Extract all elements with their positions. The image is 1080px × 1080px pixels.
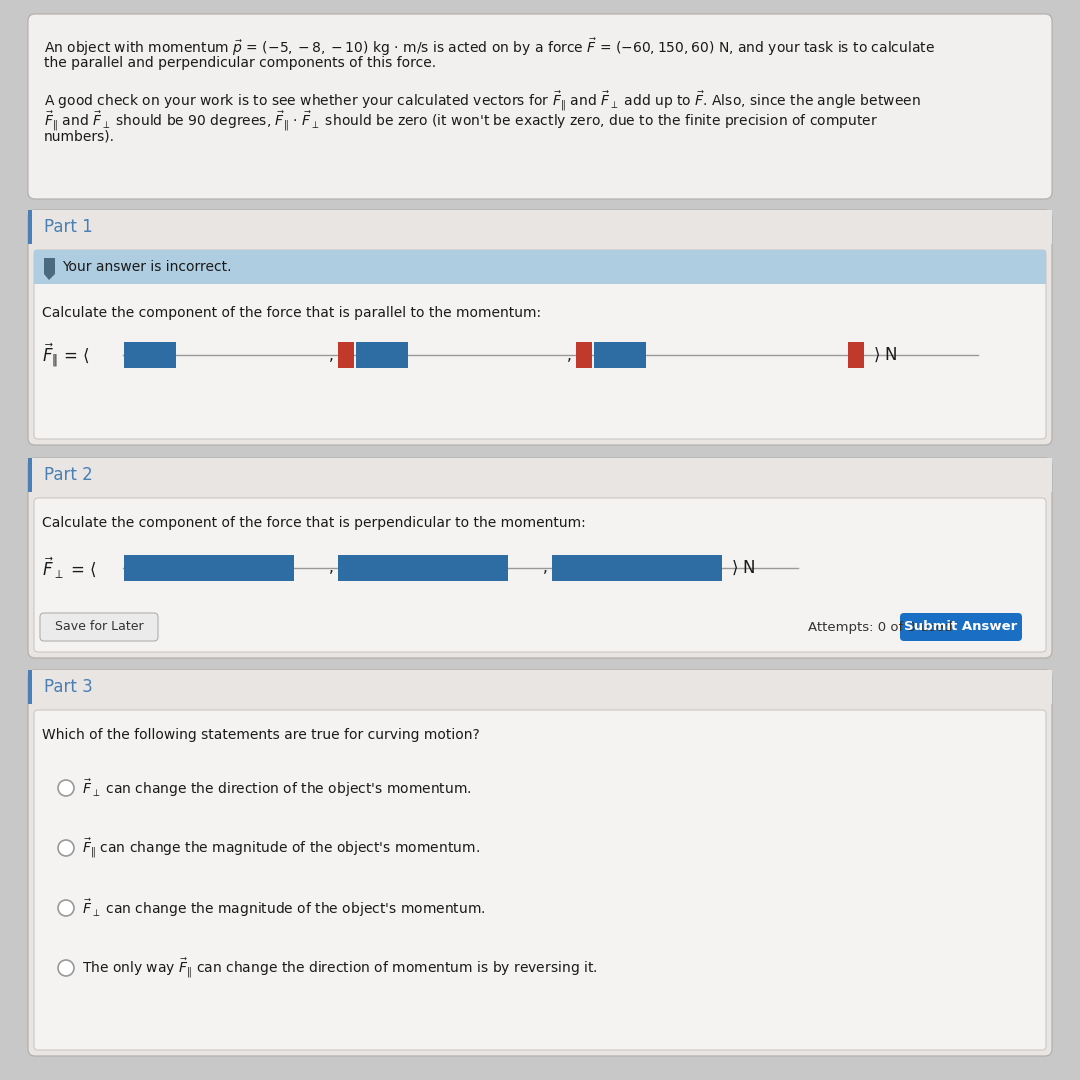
Bar	[594, 342, 646, 368]
Bar	[124, 555, 294, 581]
FancyBboxPatch shape	[33, 710, 1047, 1050]
Text: $\vec{F}_{\perp}$ can change the direction of the object's momentum.: $\vec{F}_{\perp}$ can change the directi…	[82, 778, 472, 799]
Text: A good check on your work is to see whether your calculated vectors for $\vec{F}: A good check on your work is to see whet…	[44, 90, 921, 113]
Bar	[28, 458, 32, 492]
Text: Part 3: Part 3	[44, 678, 93, 696]
Text: Part 2: Part 2	[44, 465, 93, 484]
Bar	[124, 342, 176, 368]
Circle shape	[58, 840, 75, 856]
Text: $\vec{F}_{\perp}$ = $\langle$: $\vec{F}_{\perp}$ = $\langle$	[42, 555, 96, 581]
Bar	[28, 210, 32, 244]
Text: $\vec{F}_{\|}$ can change the magnitude of the object's momentum.: $\vec{F}_{\|}$ can change the magnitude …	[82, 836, 480, 860]
Text: $\rangle$ N: $\rangle$ N	[873, 346, 897, 364]
FancyBboxPatch shape	[33, 498, 1047, 652]
Text: Calculate the component of the force that is perpendicular to the momentum:: Calculate the component of the force tha…	[42, 516, 585, 530]
Text: Your answer is incorrect.: Your answer is incorrect.	[62, 260, 231, 274]
Text: Part 1: Part 1	[44, 218, 93, 237]
Text: An object with momentum $\vec{p}$ = $(-5, -8, -10)$ kg $\cdot$ m/s is acted on b: An object with momentum $\vec{p}$ = $(-5…	[44, 36, 935, 57]
Text: numbers).: numbers).	[44, 130, 114, 144]
Bar	[28, 670, 32, 704]
Text: Save for Later: Save for Later	[55, 621, 144, 634]
Text: Submit Answer: Submit Answer	[904, 621, 1017, 634]
Text: The only way $\vec{F}_{\|}$ can change the direction of momentum is by reversing: The only way $\vec{F}_{\|}$ can change t…	[82, 957, 597, 980]
FancyBboxPatch shape	[28, 14, 1052, 199]
Text: Attempts: 0 of 3 used: Attempts: 0 of 3 used	[808, 621, 953, 634]
Text: ,: ,	[542, 561, 548, 576]
Bar	[28, 670, 1052, 704]
Circle shape	[58, 780, 75, 796]
FancyBboxPatch shape	[28, 458, 1052, 658]
Text: ,: ,	[328, 348, 334, 363]
Text: ,: ,	[567, 348, 571, 363]
Circle shape	[58, 960, 75, 976]
FancyBboxPatch shape	[900, 613, 1022, 642]
Circle shape	[58, 900, 75, 916]
Text: Which of the following statements are true for curving motion?: Which of the following statements are tr…	[42, 728, 480, 742]
FancyBboxPatch shape	[28, 210, 1052, 445]
FancyBboxPatch shape	[28, 670, 1052, 1056]
Text: $\vec{F}_{\perp}$ can change the magnitude of the object's momentum.: $\vec{F}_{\perp}$ can change the magnitu…	[82, 897, 486, 919]
Text: ,: ,	[328, 561, 334, 576]
Polygon shape	[44, 274, 55, 280]
Text: Calculate the component of the force that is parallel to the momentum:: Calculate the component of the force tha…	[42, 306, 541, 320]
Bar	[576, 342, 592, 368]
FancyBboxPatch shape	[40, 613, 158, 642]
Text: the parallel and perpendicular components of this force.: the parallel and perpendicular component…	[44, 56, 436, 70]
Bar	[33, 249, 1047, 284]
Bar	[356, 342, 408, 368]
Text: $\rangle$ N: $\rangle$ N	[731, 558, 756, 577]
Bar	[28, 210, 1052, 244]
FancyBboxPatch shape	[33, 249, 1047, 438]
Text: $\vec{F}_{\|}$ = $\langle$: $\vec{F}_{\|}$ = $\langle$	[42, 341, 90, 369]
Bar	[552, 555, 723, 581]
Bar	[28, 458, 1052, 492]
Bar	[338, 555, 508, 581]
Bar	[338, 342, 354, 368]
Bar	[44, 258, 55, 274]
Bar	[848, 342, 864, 368]
Text: $\vec{F}_{\|}$ and $\vec{F}_{\perp}$ should be 90 degrees, $\vec{F}_{\|}$ $\cdot: $\vec{F}_{\|}$ and $\vec{F}_{\perp}$ sho…	[44, 110, 878, 133]
